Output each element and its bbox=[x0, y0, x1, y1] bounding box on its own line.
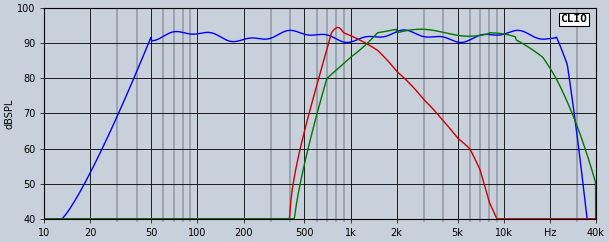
Text: CLIO: CLIO bbox=[561, 15, 588, 24]
Y-axis label: dBSPL: dBSPL bbox=[4, 98, 14, 129]
